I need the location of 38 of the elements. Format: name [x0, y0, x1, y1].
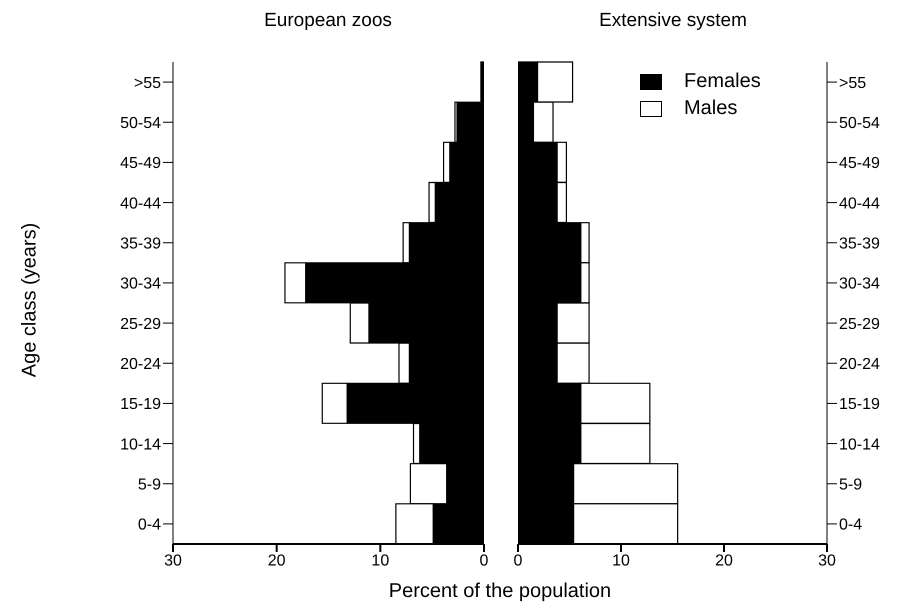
y-tick-label: 30-34 [120, 276, 162, 293]
chart-title: Extensive system [598, 10, 748, 32]
y-tick-label: 30-34 [839, 276, 880, 293]
legend-label: Males [684, 97, 738, 120]
y-tick-label: 5-9 [138, 476, 162, 494]
x-tick-label: 20 [268, 552, 286, 570]
y-tick-label: 0-4 [839, 516, 862, 534]
y-axis-title: Age class (years) [18, 222, 42, 378]
y-tick-label: 45-49 [839, 155, 880, 172]
x-axis-title: Percent of the population [388, 580, 612, 603]
y-tick-label: 15-19 [120, 396, 162, 414]
y-tick-label: 40-44 [120, 195, 162, 212]
x-tick-label: 0 [514, 552, 523, 570]
y-tick-label: 20-24 [120, 356, 162, 373]
y-tick-label: 10-14 [839, 436, 880, 454]
y-tick-label: 15-19 [839, 396, 880, 414]
y-tick-label: 35-39 [120, 235, 162, 252]
chart-title: European zoos [263, 10, 393, 32]
x-tick-label: 30 [164, 552, 182, 570]
legend-label: Females [684, 70, 761, 93]
x-tick-label: 10 [371, 552, 390, 570]
y-tick-label: >55 [134, 74, 162, 92]
y-tick-label: 25-29 [839, 316, 880, 333]
y-tick-label: 45-49 [120, 155, 162, 172]
y-tick-label: 40-44 [839, 195, 880, 212]
y-tick-label: >55 [839, 74, 866, 92]
y-tick-label: 50-54 [120, 114, 162, 132]
x-tick-label: 30 [818, 552, 836, 570]
y-tick-label: 20-24 [839, 356, 880, 373]
y-tick-label: 25-29 [120, 316, 162, 333]
y-tick-label: 10-14 [120, 436, 162, 454]
x-tick-label: 0 [480, 552, 489, 570]
y-tick-label: 35-39 [839, 235, 880, 252]
x-tick-label: 20 [715, 552, 733, 570]
y-tick-label: 50-54 [839, 114, 880, 132]
y-tick-label: 0-4 [138, 516, 162, 534]
y-tick-label: 5-9 [839, 476, 862, 494]
x-tick-label: 10 [612, 552, 630, 570]
